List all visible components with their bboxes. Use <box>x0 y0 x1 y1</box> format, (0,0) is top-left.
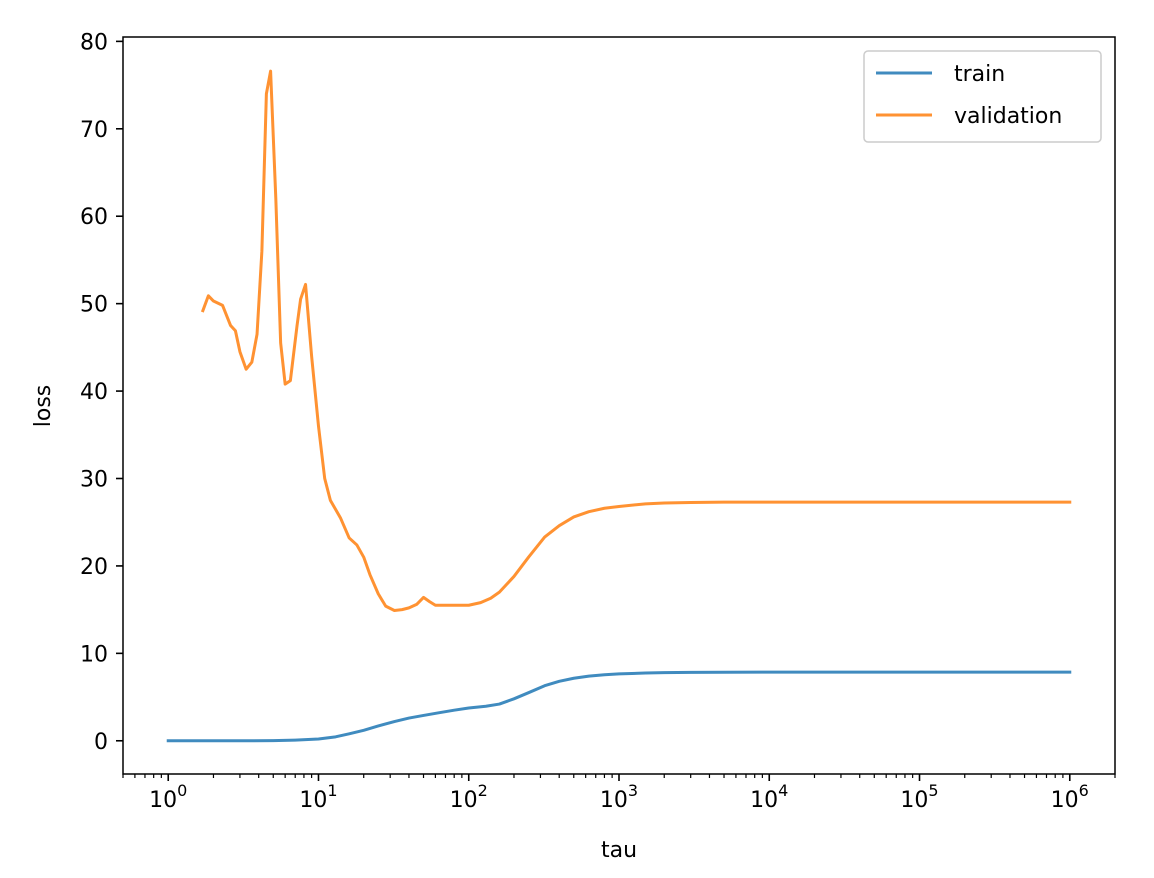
x-axis: 100 101 102 103 104 105 106 <box>122 774 1116 813</box>
y-tick-label: 0 <box>94 730 108 755</box>
x-tick-label: 100 <box>149 781 187 813</box>
series-line-train <box>166 670 1072 743</box>
y-tick-label: 20 <box>80 555 108 580</box>
plot-area <box>166 69 1072 743</box>
legend-label-validation: validation <box>954 104 1062 129</box>
y-tick-label: 30 <box>80 468 108 493</box>
legend: train validation <box>863 50 1102 143</box>
legend-label-train: train <box>954 62 1005 87</box>
x-axis-label: tau <box>601 838 637 863</box>
x-tick-label: 106 <box>1051 781 1089 813</box>
series-line-validation <box>200 69 1072 613</box>
y-axis-label: loss <box>31 385 56 428</box>
x-tick-label: 101 <box>299 781 337 813</box>
y-tick-label: 60 <box>80 205 108 230</box>
x-tick-label: 104 <box>750 781 788 813</box>
y-tick-label: 70 <box>80 118 108 143</box>
y-tick-label: 80 <box>80 30 108 55</box>
y-tick-label: 10 <box>80 642 108 667</box>
x-tick-label: 105 <box>900 781 938 813</box>
y-tick-label: 40 <box>80 380 108 405</box>
x-tick-label: 102 <box>450 781 488 813</box>
y-axis: 0 10 20 30 40 50 60 70 80 <box>80 30 123 755</box>
y-tick-label: 50 <box>80 293 108 318</box>
x-tick-label: 103 <box>600 781 638 813</box>
